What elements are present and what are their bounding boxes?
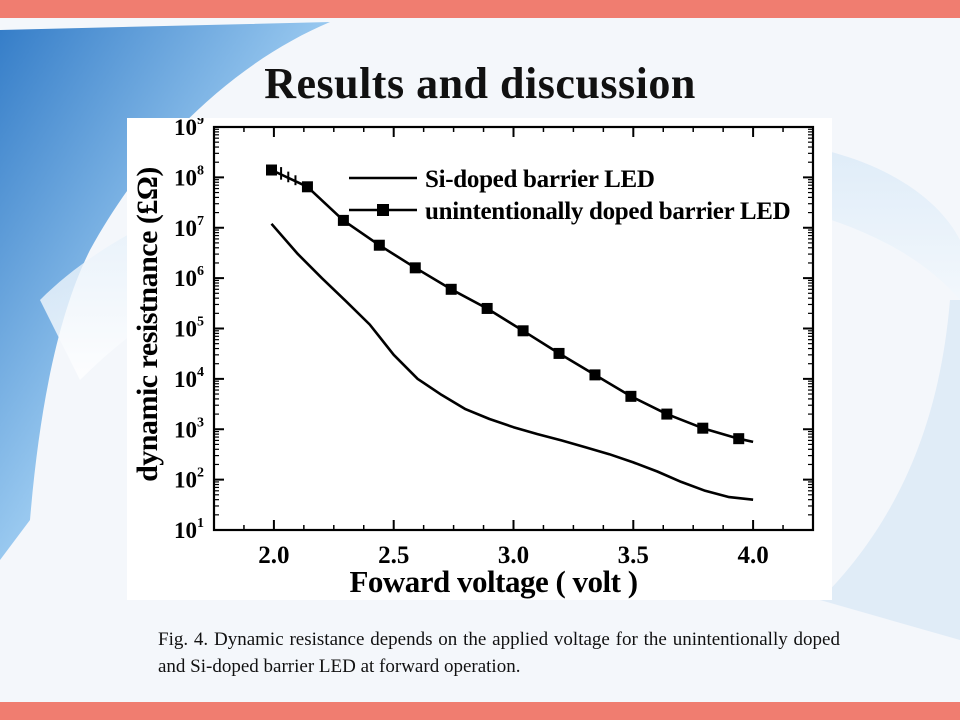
series-line-1 (272, 224, 754, 500)
series-point (697, 423, 708, 434)
y-tick-label: 105 (174, 315, 204, 342)
chart-panel: 2.0 2.5 3.0 3.5 4.0 101 102 103 104 105 106 107 108 1… (127, 118, 832, 600)
series-point (482, 303, 493, 314)
y-tick-label: 109 (174, 118, 204, 140)
series-point (302, 181, 313, 192)
y-axis-label: dynamic resistnance (£Ω) (131, 167, 164, 482)
y-tick-label: 101 (174, 516, 204, 543)
legend-label-unintentional: unintentionally doped barrier LED (425, 198, 790, 225)
series-point (518, 325, 529, 336)
x-tick-label: 4.0 (737, 542, 768, 569)
y-tick-label: 104 (174, 365, 204, 392)
x-axis-label: Foward voltage ( volt ) (349, 564, 637, 599)
series-point (661, 409, 672, 420)
series-point (733, 433, 744, 444)
legend-marker-unintentional (377, 204, 389, 216)
bottom-bar (0, 702, 960, 720)
series-point (446, 284, 457, 295)
y-tick-label: 102 (174, 466, 204, 493)
series-point (338, 215, 349, 226)
series-point (625, 391, 636, 402)
series-point (589, 369, 600, 380)
series-point (374, 240, 385, 251)
legend-label-si-doped: Si-doped barrier LED (425, 166, 655, 193)
dynamic-resistance-chart: 2.0 2.5 3.0 3.5 4.01011021031041051061071081… (127, 118, 832, 600)
y-tick-label: 106 (174, 264, 204, 291)
series-point (266, 165, 277, 176)
y-tick-label: 103 (174, 415, 204, 442)
y-tick-label: 107 (174, 214, 204, 241)
x-tick-label: 2.0 (258, 542, 289, 569)
y-tick-label: 108 (174, 163, 204, 190)
series-point (410, 262, 421, 273)
series-point (554, 348, 565, 359)
figure-caption: Fig. 4. Dynamic resistance depends on th… (158, 626, 840, 680)
slide-title: Results and discussion (0, 58, 960, 109)
top-bar (0, 0, 960, 18)
